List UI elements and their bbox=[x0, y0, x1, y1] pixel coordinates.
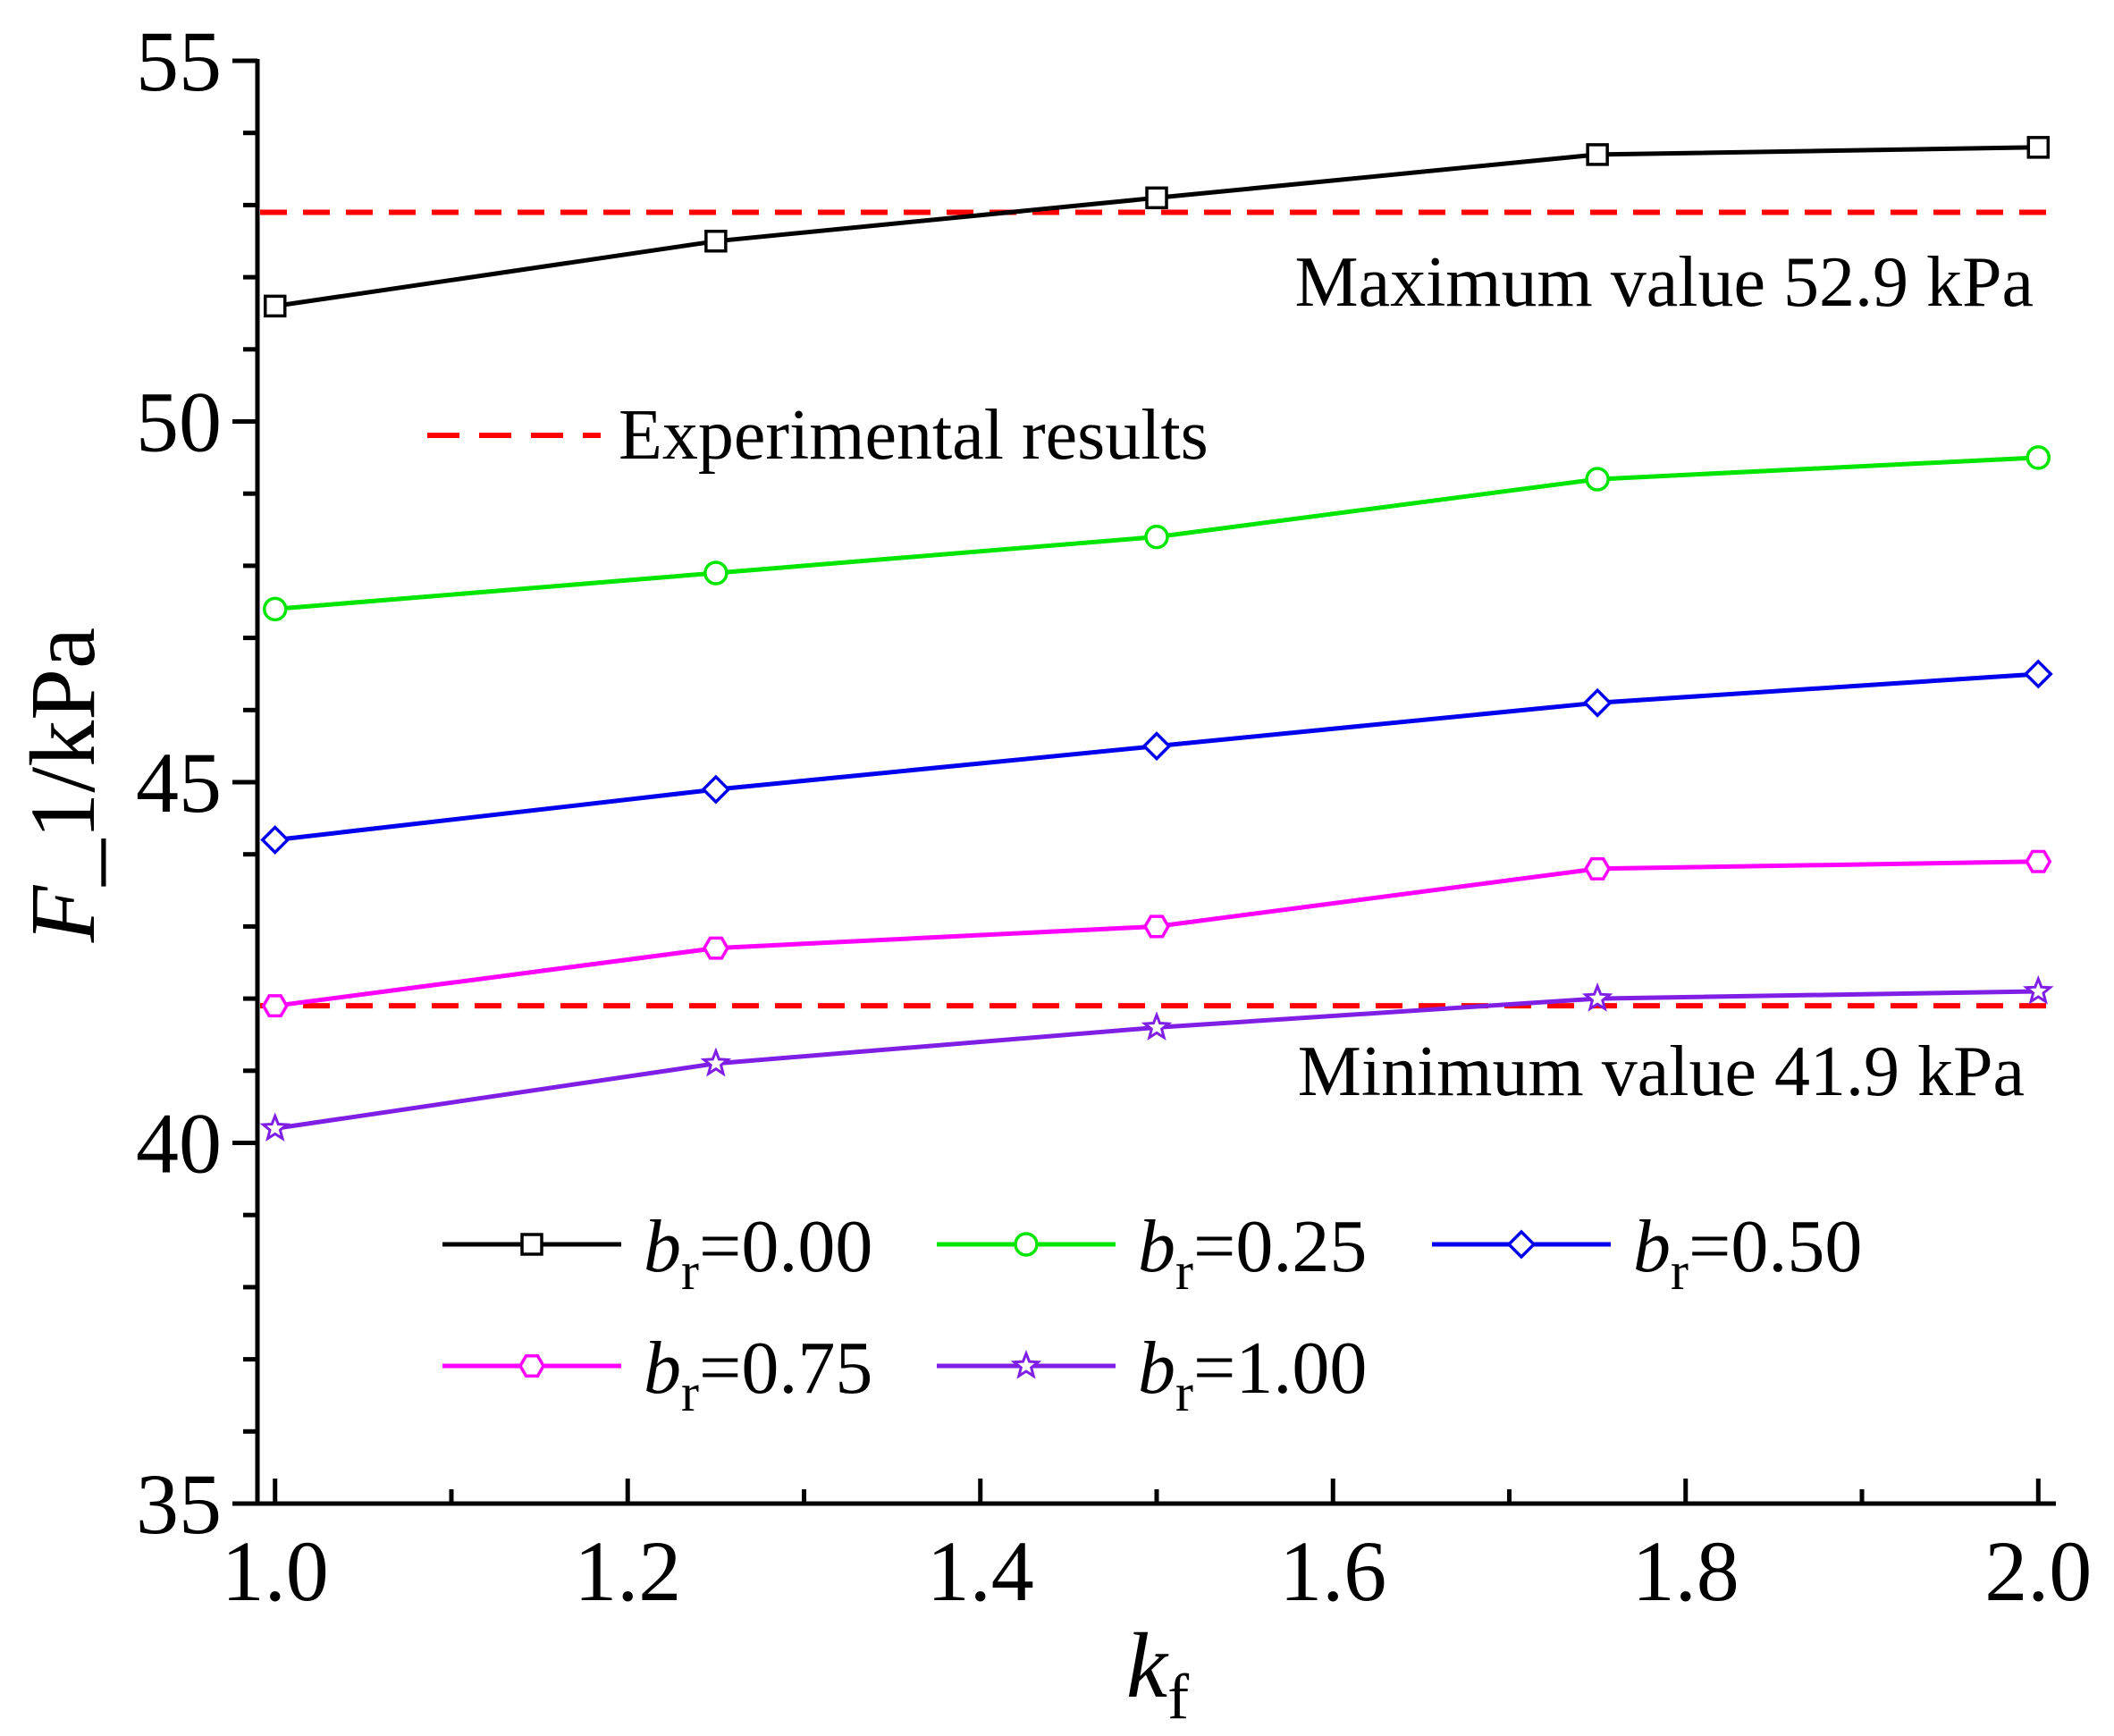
x-tick-label: 2.0 bbox=[1984, 1523, 2092, 1619]
circle-marker bbox=[1585, 467, 1610, 492]
x-axis-title: kf bbox=[1126, 1614, 1189, 1732]
series-layer bbox=[259, 136, 2054, 1142]
diamond-marker bbox=[1582, 687, 1613, 718]
square-marker bbox=[263, 294, 287, 318]
circle-marker bbox=[1014, 1232, 1039, 1257]
series-br=0.25 bbox=[262, 445, 2051, 622]
legend-item-experimental: Experimental results bbox=[427, 396, 1209, 475]
axes: 35 40 45 50 55 1.0 1.2 1.4 1.6 1.8 2.0 kf F_1/kPa bbox=[12, 13, 2092, 1732]
diamond-marker bbox=[701, 774, 731, 805]
star-marker bbox=[259, 1112, 291, 1142]
hexagon-marker bbox=[1584, 856, 1612, 881]
diamond-marker bbox=[1506, 1229, 1537, 1260]
square-marker bbox=[704, 230, 728, 253]
hexagon-marker bbox=[1142, 914, 1171, 939]
star-marker bbox=[1581, 982, 1613, 1012]
square-marker bbox=[1586, 143, 1609, 166]
square-marker bbox=[520, 1233, 543, 1256]
circle-marker bbox=[703, 560, 729, 586]
legend-label: br=0.25 bbox=[1138, 1205, 1367, 1301]
series-br=0.00 bbox=[263, 136, 2051, 318]
hexagon-marker bbox=[702, 936, 729, 960]
hexagon-marker bbox=[518, 1353, 546, 1378]
diamond-marker bbox=[1141, 731, 1172, 762]
legend-item-br=0.50: br=0.50 bbox=[1432, 1205, 1862, 1301]
x-tick-label: 1.6 bbox=[1279, 1523, 1386, 1619]
circle-marker bbox=[262, 596, 288, 622]
legend-item-br=0.25: br=0.25 bbox=[937, 1205, 1367, 1301]
series-br=1.00 bbox=[259, 974, 2054, 1142]
legend-label: br=0.00 bbox=[644, 1205, 872, 1301]
annotations: Maximum value 52.9 kPa Minimum value 41.… bbox=[1294, 243, 2034, 1111]
y-tick-label: 55 bbox=[136, 13, 222, 109]
diamond-marker bbox=[260, 825, 291, 855]
x-tick-label: 1.0 bbox=[222, 1523, 329, 1619]
min-value-label: Minimum value 41.9 kPa bbox=[1298, 1032, 2025, 1111]
series-br=0.50 bbox=[260, 659, 2053, 855]
star-marker bbox=[1010, 1349, 1042, 1379]
x-tick-label: 1.8 bbox=[1632, 1523, 1739, 1619]
hexagon-marker bbox=[261, 994, 289, 1018]
x-tick-label: 1.4 bbox=[927, 1523, 1034, 1619]
circle-marker bbox=[1144, 524, 1169, 550]
series-br=0.75 bbox=[261, 849, 2052, 1018]
y-tick-label: 40 bbox=[136, 1096, 222, 1192]
square-marker bbox=[1145, 186, 1168, 210]
legend-item-br=1.00: br=1.00 bbox=[937, 1327, 1367, 1422]
legend-experimental-label: Experimental results bbox=[619, 396, 1209, 475]
legend-item-br=0.00: br=0.00 bbox=[442, 1205, 872, 1301]
star-marker bbox=[1141, 1011, 1173, 1041]
y-tick-label: 35 bbox=[136, 1456, 222, 1552]
legend-label: br=1.00 bbox=[1138, 1327, 1367, 1422]
circle-marker bbox=[2026, 445, 2051, 470]
y-axis-title: F_1/kPa bbox=[12, 628, 114, 943]
legend-label: br=0.50 bbox=[1633, 1205, 1862, 1301]
hexagon-marker bbox=[2025, 849, 2052, 873]
legend: Experimental results br=0.00 br=0.25 br=0.5… bbox=[427, 396, 1862, 1422]
y-tick-label: 45 bbox=[136, 735, 222, 830]
star-marker bbox=[700, 1047, 732, 1077]
max-value-label: Maximum value 52.9 kPa bbox=[1294, 243, 2034, 322]
x-tick-label: 1.2 bbox=[574, 1523, 681, 1619]
y-tick-label: 50 bbox=[136, 375, 222, 470]
legend-item-br=0.75: br=0.75 bbox=[442, 1327, 872, 1422]
square-marker bbox=[2026, 136, 2051, 159]
reference-lines bbox=[260, 209, 2053, 1009]
diamond-marker bbox=[2023, 659, 2053, 689]
star-marker bbox=[2023, 974, 2054, 1005]
legend-label: br=0.75 bbox=[644, 1327, 872, 1422]
